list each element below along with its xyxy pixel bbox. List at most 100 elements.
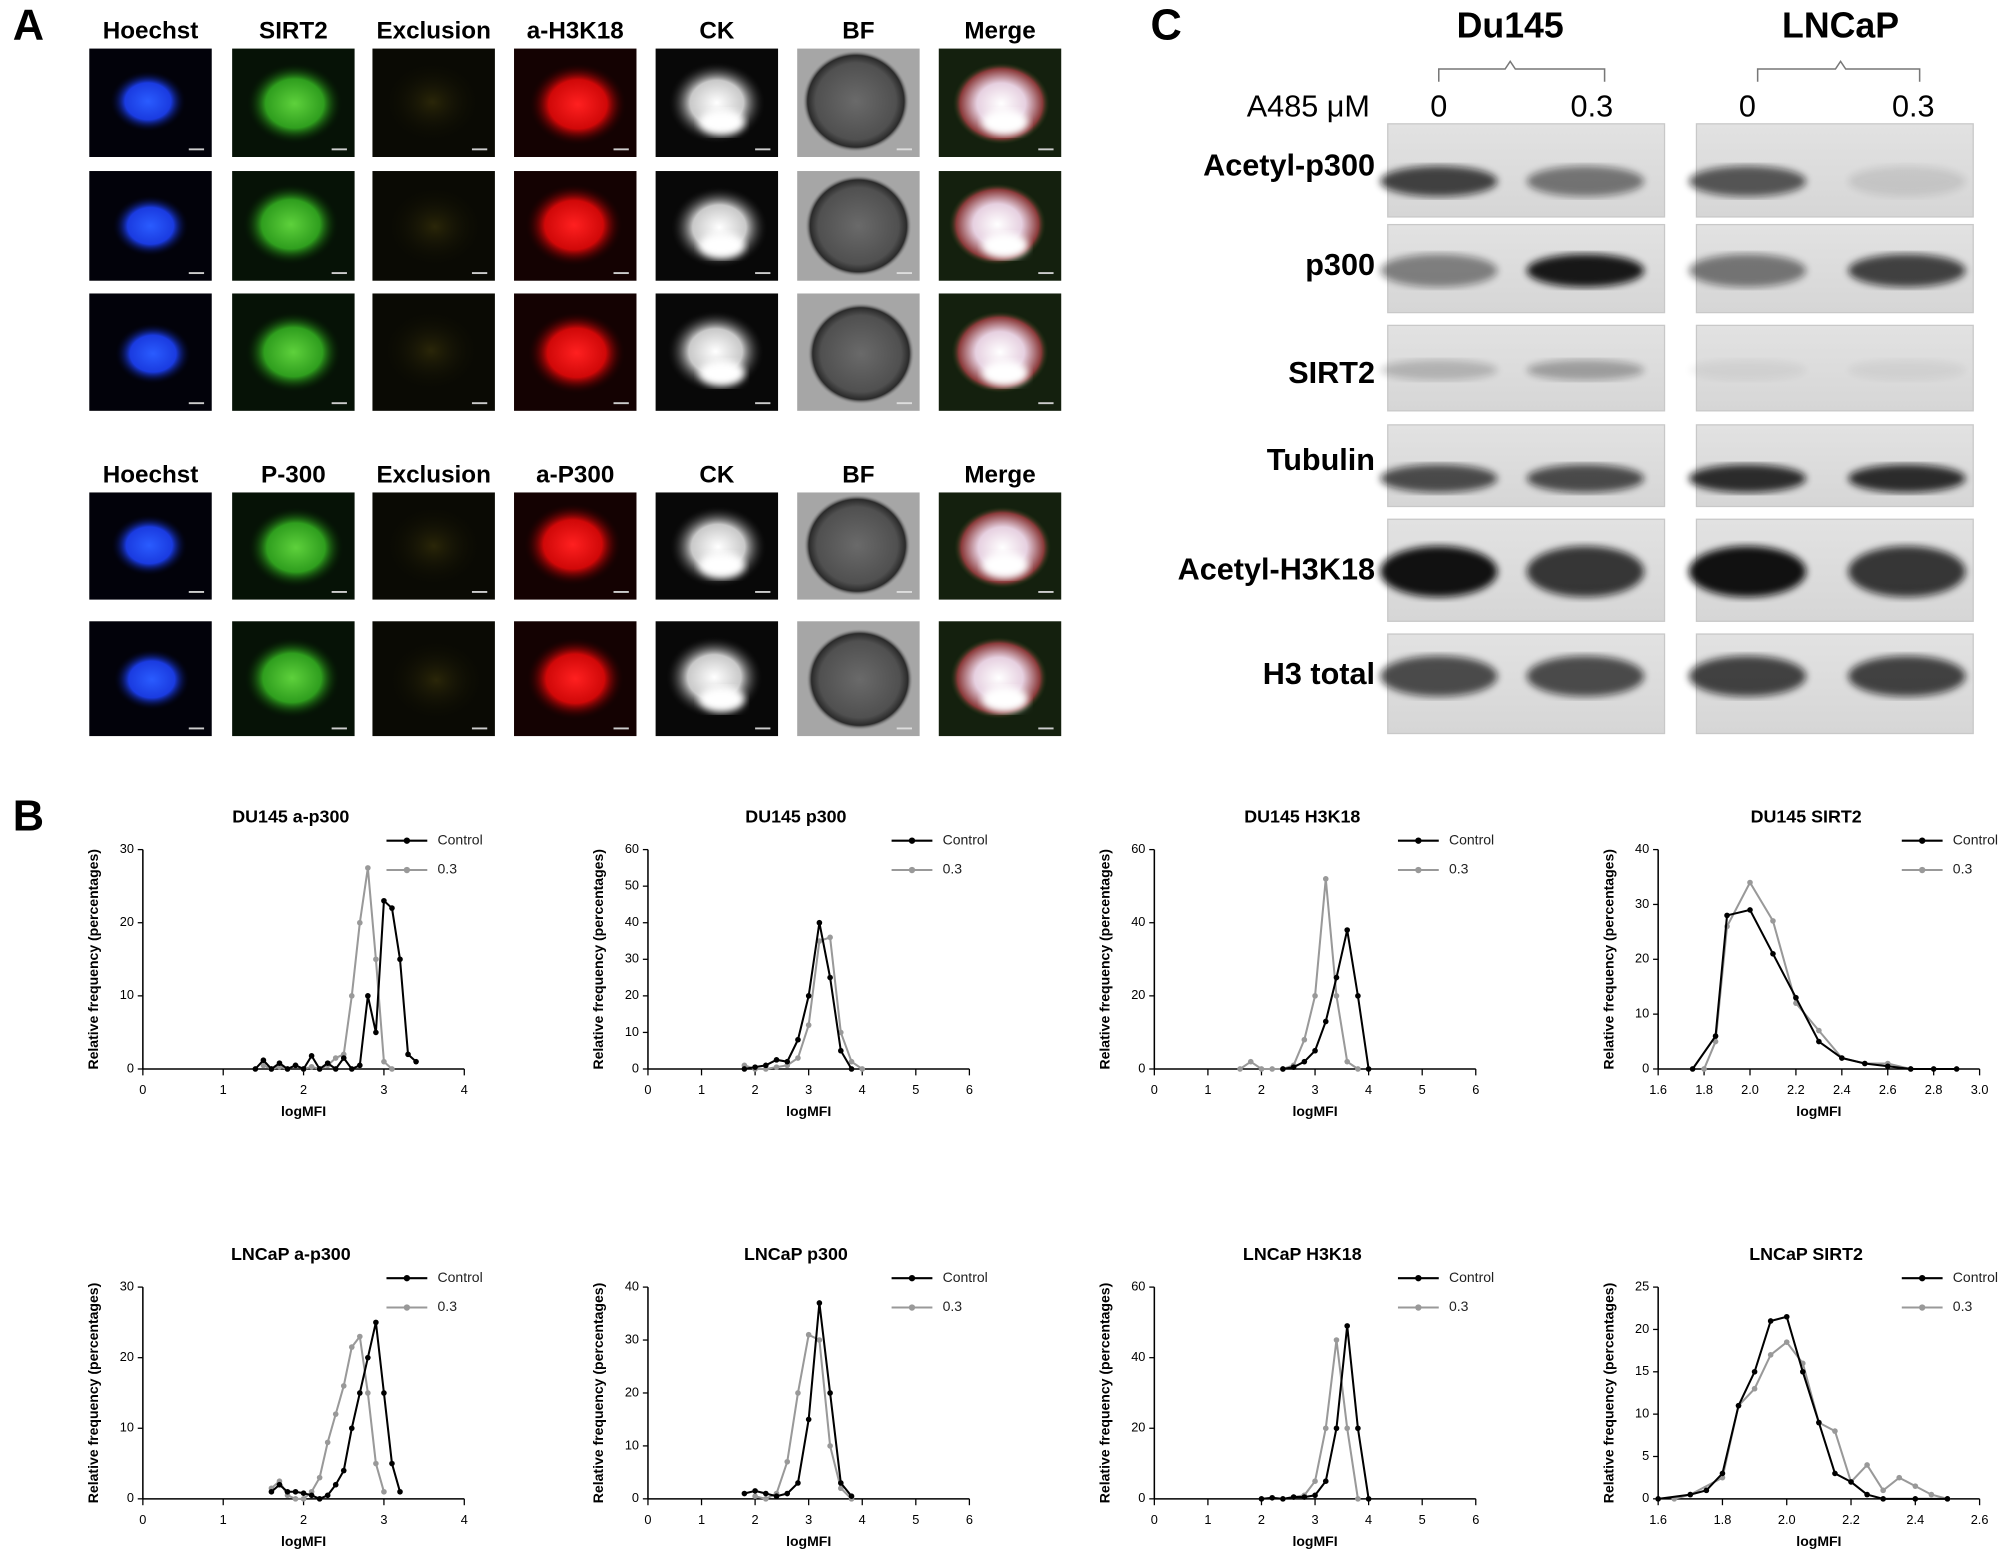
series-point — [773, 1064, 780, 1070]
y-axis-label: Relative frequency (percentages) — [1600, 849, 1616, 1069]
y-tick-label: 15 — [1635, 1363, 1649, 1378]
x-tick-label: 2.0 — [1778, 1512, 1796, 1527]
line-chart: DU145 H3K18 0 20 40 60 0 1 2 3 4 5 6 Relative freque… — [1097, 806, 1495, 1119]
series-point — [1333, 1425, 1340, 1432]
cell-line-label: Du145 — [1457, 6, 1564, 46]
x-axis-label: logMFI — [281, 1533, 326, 1549]
blot-band — [1526, 359, 1645, 381]
y-tick-label: 20 — [625, 987, 639, 1002]
series-point — [1832, 1428, 1838, 1434]
panel-label: C — [1151, 2, 1182, 50]
y-axis-label: Relative frequency (percentages) — [1097, 1283, 1113, 1503]
blot-row-label: Acetyl-H3K18 — [1178, 553, 1375, 587]
channel-label: BF — [842, 461, 874, 488]
series-point — [340, 1055, 347, 1061]
series-point — [1322, 1478, 1329, 1484]
line-chart: LNCaP SIRT2 0 5 10 15 20 25 1.6 1.8 2.0 2.2 2.4 2.6 R… — [1600, 1244, 1998, 1549]
series-point — [268, 1066, 275, 1072]
series-point — [389, 1460, 395, 1467]
x-axis-label: logMFI — [281, 1103, 326, 1119]
x-tick-label: 5 — [912, 1082, 919, 1097]
x-tick-label: 3 — [380, 1512, 387, 1527]
channel-label: Exclusion — [376, 17, 490, 44]
cell-bright-spot — [982, 360, 1029, 387]
series-point — [816, 938, 823, 944]
series-point — [308, 1063, 315, 1070]
series-line — [1282, 929, 1370, 1070]
y-tick-label: 0 — [632, 1490, 639, 1505]
series-point — [805, 1416, 812, 1423]
series-line — [744, 935, 863, 1071]
cell-bright-spot — [698, 360, 745, 387]
series-point — [1912, 1483, 1919, 1489]
x-tick-label: 2.6 — [1879, 1082, 1897, 1097]
series-point — [773, 1493, 780, 1499]
x-tick-label: 5 — [1419, 1082, 1426, 1097]
cell-signal — [247, 506, 345, 589]
series-point — [1770, 951, 1776, 957]
cell-signal — [385, 505, 483, 587]
y-tick-label: 20 — [625, 1384, 639, 1399]
series-point — [308, 1492, 315, 1499]
series-point — [1793, 994, 1799, 1001]
series-point — [1365, 1496, 1372, 1502]
series-point — [1880, 1496, 1886, 1502]
legend-label: Control — [1953, 831, 1998, 847]
series-point — [1907, 1066, 1914, 1072]
blot-band — [1380, 546, 1498, 598]
cell-signal — [525, 184, 623, 266]
x-tick-label: 0 — [1151, 1082, 1158, 1097]
series-point — [763, 1062, 769, 1069]
series-point — [1280, 1496, 1286, 1502]
y-tick-label: 40 — [625, 914, 639, 929]
blot-band — [1526, 546, 1645, 598]
series-point — [332, 1481, 339, 1488]
series-point — [848, 1493, 855, 1499]
legend-marker — [1919, 1304, 1926, 1311]
line-chart: LNCaP a-p300 0 10 20 30 0 1 2 3 4 Relative frequen… — [85, 1244, 483, 1549]
series-point — [284, 1066, 291, 1072]
blot-band — [1380, 359, 1498, 381]
line-chart: DU145 a-p300 0 10 20 30 0 1 2 3 4 Relative frequen… — [85, 806, 483, 1119]
series-point — [1783, 1313, 1790, 1320]
x-tick-label: 2.4 — [1906, 1512, 1924, 1527]
series-point — [1344, 927, 1350, 933]
blot-band — [1848, 464, 1966, 493]
legend-marker — [1415, 837, 1422, 844]
series-point — [1344, 1058, 1350, 1065]
legend-label: 0.3 — [438, 861, 458, 877]
series-point — [1344, 1323, 1350, 1329]
blot-band — [1526, 165, 1645, 197]
series-line — [754, 1333, 853, 1500]
legend-marker — [908, 1274, 916, 1282]
y-axis-label: Relative frequency (percentages) — [85, 849, 101, 1069]
lane-bracket — [1756, 59, 1921, 82]
chart-title: LNCaP H3K18 — [1243, 1244, 1362, 1264]
y-tick-label: 0 — [632, 1060, 639, 1075]
legend-label: 0.3 — [943, 1298, 963, 1314]
x-axis-label: logMFI — [786, 1103, 831, 1119]
series-point — [373, 1029, 379, 1036]
y-tick-label: 30 — [120, 1278, 134, 1293]
x-tick-label: 1.6 — [1649, 1082, 1667, 1097]
legend-label: 0.3 — [1449, 861, 1469, 877]
blot-band — [1688, 165, 1807, 197]
series-point — [827, 1390, 833, 1396]
panel-label: B — [13, 792, 44, 840]
x-tick-label: 2 — [752, 1082, 759, 1097]
legend-marker — [403, 866, 411, 874]
x-tick-label: 0 — [1151, 1512, 1158, 1527]
series-point — [348, 993, 355, 999]
y-tick-label: 40 — [625, 1278, 639, 1293]
series-point — [1687, 1491, 1694, 1498]
x-tick-label: 3.0 — [1971, 1082, 1989, 1097]
series-point — [300, 1066, 307, 1072]
channel-label: CK — [699, 461, 734, 488]
cell-signal — [243, 637, 341, 719]
x-tick-label: 2.2 — [1787, 1082, 1805, 1097]
series-line — [1673, 1340, 1948, 1500]
legend-label: Control — [438, 831, 483, 847]
series-point — [260, 1062, 267, 1069]
western-blot-panel: Acetyl-p300 p300 SIRT2 Tubulin Acetyl-H3K18 H… — [1178, 6, 1974, 735]
